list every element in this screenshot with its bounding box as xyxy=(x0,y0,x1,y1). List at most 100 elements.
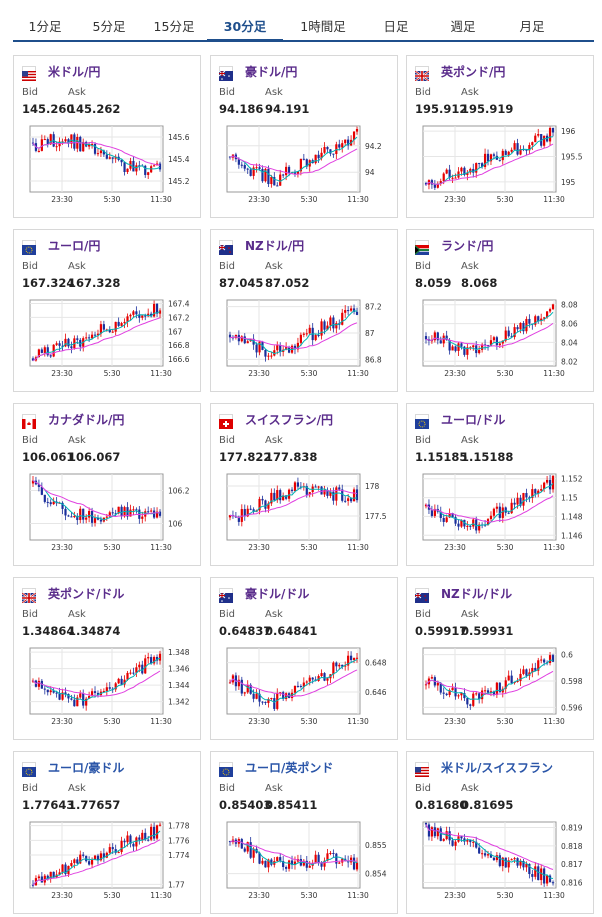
tab-1[interactable]: 1分足 xyxy=(28,19,62,34)
tab-2[interactable]: 5分足 xyxy=(92,19,126,34)
currency-pair-link[interactable]: NZドル/円 xyxy=(245,238,305,253)
currency-pair-link[interactable]: 英ポンド/ドル xyxy=(48,586,125,601)
candle-body xyxy=(158,163,162,170)
y-tick-label: 87 xyxy=(365,329,375,338)
candle-body xyxy=(132,311,135,315)
tab-6[interactable]: 日足 xyxy=(383,19,409,34)
candle-body xyxy=(545,479,549,483)
x-tick-label: 23:30 xyxy=(444,717,466,726)
currency-pair-link[interactable]: ユーロ/円 xyxy=(48,238,101,253)
candle-body xyxy=(85,698,88,706)
candle-body xyxy=(237,517,240,522)
rate-card[interactable]: スイスフラン/円 Bid Ask 177.822 177.838 178 177.5 23:3… xyxy=(210,403,398,566)
candle-body xyxy=(158,653,162,661)
rate-card[interactable]: 英ポンド/円 Bid Ask 195.912 195.919 196 195.5 195 23:… xyxy=(406,55,594,218)
currency-pair-link[interactable]: 豪ドル/円 xyxy=(245,64,298,79)
rate-card[interactable]: 豪ドル/ドル Bid Ask 0.64837 0.64841 0.648 0.646 23:3… xyxy=(210,577,398,740)
candle-body xyxy=(70,516,73,518)
candlestick-chart: 87.2 87 86.8 23:30 5:30 11:30 xyxy=(226,299,382,378)
ask-label: Ask xyxy=(461,609,479,620)
y-tick-label: 0.598 xyxy=(561,677,583,686)
candle-body xyxy=(58,692,61,700)
candle-body xyxy=(85,517,88,520)
candle-body xyxy=(150,510,153,512)
currency-pair-link[interactable]: カナダドル/円 xyxy=(48,412,125,427)
currency-pair-link[interactable]: ランド/円 xyxy=(441,238,494,253)
currency-pair-link[interactable]: 英ポンド/円 xyxy=(441,64,506,79)
candle-body xyxy=(323,146,326,153)
rate-card[interactable]: NZドル/円 Bid Ask 87.045 87.052 87.2 87 86.8 23:30 5… xyxy=(210,229,398,392)
candle-body xyxy=(258,498,261,511)
candle-body xyxy=(246,168,249,170)
rate-card[interactable]: ユーロ/英ポンド Bid Ask 0.85403 0.85411 0.855 0.854 23… xyxy=(210,751,398,914)
x-tick-label: 11:30 xyxy=(543,543,565,552)
candle-body xyxy=(120,678,123,685)
candle-body xyxy=(117,321,120,326)
candle-body xyxy=(492,857,496,861)
moving-average-long xyxy=(425,670,554,696)
tab-3[interactable]: 15分足 xyxy=(153,19,195,34)
tab-4[interactable]: 30分足 xyxy=(207,13,283,42)
candle-body xyxy=(305,333,308,335)
candle-body xyxy=(287,489,291,499)
candle-body xyxy=(282,692,285,699)
candle-body xyxy=(308,677,311,682)
moving-average-long xyxy=(32,480,160,518)
currency-pair-link[interactable]: スイスフラン/円 xyxy=(245,412,334,427)
candle-body xyxy=(439,682,442,693)
y-tick-label: 167 xyxy=(168,327,183,336)
rate-card[interactable]: 英ポンド/ドル Bid Ask 1.34864 1.34874 1.348 1.346 1.3… xyxy=(13,577,201,740)
rate-card[interactable]: カナダドル/円 Bid Ask 106.061 106.067 106.2 106 23:30… xyxy=(13,403,201,566)
candle-body xyxy=(433,184,436,188)
candle-body xyxy=(519,149,522,155)
rate-card[interactable]: NZドル/ドル Bid Ask 0.59917 0.59931 0.6 0.598 0.596… xyxy=(406,577,594,740)
currency-pair-link[interactable]: ユーロ/英ポンド xyxy=(245,760,334,775)
candle-body xyxy=(117,852,120,854)
candle-body xyxy=(314,335,317,341)
candle-body xyxy=(545,875,549,884)
candle-body xyxy=(302,158,305,160)
tab-5[interactable]: 1時間足 xyxy=(300,19,346,34)
rate-card[interactable]: 米ドル/スイスフラン Bid Ask 0.81680 0.81695 0.819 0.818… xyxy=(406,751,594,914)
candle-body xyxy=(287,347,291,353)
candle-body xyxy=(534,135,537,143)
rate-card[interactable]: ユーロ/豪ドル Bid Ask 1.77643 1.77657 1.778 1.776 1.7… xyxy=(13,751,201,914)
rate-card[interactable]: 米ドル/円 Bid Ask 145.260 145.262 145.6 145.4 145.2… xyxy=(13,55,201,218)
candle-body xyxy=(155,303,159,314)
candle-body xyxy=(276,185,279,187)
bid-value: 1.34864 xyxy=(22,624,75,638)
currency-pair-link[interactable]: 豪ドル/ドル xyxy=(245,586,310,601)
candle-body xyxy=(341,312,344,325)
candle-body xyxy=(332,491,335,501)
candle-body xyxy=(302,333,305,335)
currency-pair-link[interactable]: ユーロ/ドル xyxy=(441,412,506,427)
candlestick-chart: 0.819 0.818 0.817 0.816 23:30 5:30 11:30 xyxy=(422,821,583,900)
tab-8[interactable]: 月足 xyxy=(519,19,545,34)
flag-ch-icon xyxy=(219,414,233,429)
rate-card[interactable]: ユーロ/ドル Bid Ask 1.15185 1.15188 1.152 1.15 1.148… xyxy=(406,403,594,566)
currency-pair-link[interactable]: 米ドル/スイスフラン xyxy=(441,760,554,775)
candle-body xyxy=(67,515,70,517)
candle-body xyxy=(76,859,79,864)
candle-body xyxy=(436,332,439,341)
x-tick-label: 11:30 xyxy=(150,543,172,552)
tab-7[interactable]: 週足 xyxy=(450,19,476,34)
bid-value: 177.822 xyxy=(219,450,272,464)
flag-ca-icon xyxy=(22,414,36,429)
y-tick-label: 106 xyxy=(168,520,183,529)
rate-card[interactable]: 豪ドル/円 Bid Ask 94.186 94.191 94.2 94 23:30 5:30 11… xyxy=(210,55,398,218)
candle-body xyxy=(46,139,49,145)
flag-us-icon xyxy=(22,66,36,81)
candle-body xyxy=(305,860,308,868)
currency-pair-link[interactable]: 米ドル/円 xyxy=(48,64,101,79)
rate-card[interactable]: ユーロ/円 Bid Ask 167.324 167.328 167.4 167.2 167 16… xyxy=(13,229,201,392)
currency-pair-link[interactable]: NZドル/ドル xyxy=(441,586,513,601)
candle-body xyxy=(279,490,282,501)
y-tick-label: 195 xyxy=(561,178,576,187)
rate-card[interactable]: ランド/円 Bid Ask 8.059 8.068 8.08 8.06 8.04 8.02 23:… xyxy=(406,229,594,392)
x-tick-label: 5:30 xyxy=(301,717,318,726)
candle-body xyxy=(150,657,153,664)
currency-pair-link[interactable]: ユーロ/豪ドル xyxy=(48,760,125,775)
candle-body xyxy=(314,486,317,488)
candle-body xyxy=(111,157,114,159)
